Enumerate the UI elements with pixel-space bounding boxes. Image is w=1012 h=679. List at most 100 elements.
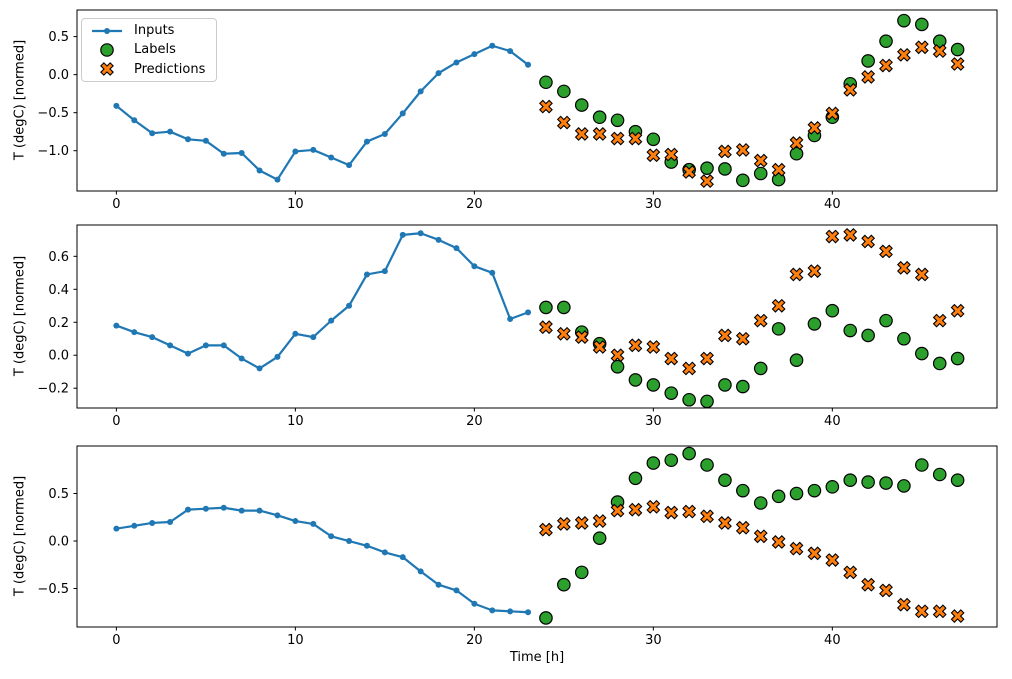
subplot-2-labels-marker xyxy=(718,378,732,392)
subplot-3-labels-marker xyxy=(897,479,911,493)
subplot-3-x-tick-label: 40 xyxy=(824,633,841,648)
subplot-1-y-tick-label: −1.0 xyxy=(37,144,69,159)
subplot-2-predictions-marker xyxy=(771,298,786,313)
subplot-3-predictions-marker xyxy=(664,505,679,520)
subplot-3-inputs-point xyxy=(149,519,156,526)
subplot-2-inputs-point xyxy=(399,231,406,238)
subplot-2-predictions-marker xyxy=(861,234,876,249)
subplot-3-labels-marker xyxy=(950,473,965,488)
subplot-3-labels-marker xyxy=(736,483,750,498)
subplot-2-labels-marker xyxy=(736,379,750,394)
subplot-2-predictions-marker xyxy=(753,313,768,328)
subplot-3-spines xyxy=(76,445,998,628)
subplot-3-predictions-marker xyxy=(771,535,786,549)
subplot-2-inputs-point xyxy=(417,230,424,237)
subplot-1-labels-marker xyxy=(753,166,768,181)
subplot-1-spines xyxy=(76,9,998,192)
subplot-2-inputs-point xyxy=(113,322,120,329)
subplot-2-labels-marker xyxy=(825,303,840,318)
subplot-2-labels-marker xyxy=(557,300,571,315)
subplot-3-labels-marker xyxy=(682,446,696,461)
subplot-3-inputs-point xyxy=(274,512,281,519)
subplot-2-predictions-marker xyxy=(539,320,553,335)
subplot-3-inputs-point xyxy=(399,554,406,561)
subplot-1-inputs-point xyxy=(256,167,263,174)
subplot-1-inputs-point xyxy=(381,130,388,137)
subplot-1-predictions-marker xyxy=(950,57,965,71)
subplot-3-inputs-point xyxy=(346,538,353,545)
subplot-1-predictions-marker xyxy=(896,47,911,62)
subplot-3-inputs-point xyxy=(471,600,478,607)
subplot-2-predictions-marker xyxy=(628,338,643,353)
subplot-1-labels-marker xyxy=(592,110,607,125)
subplot-3-x-tick-label: 20 xyxy=(466,633,483,648)
subplot-2-predictions-marker xyxy=(825,229,840,244)
subplot-3-labels-marker xyxy=(771,489,786,504)
subplot-2-inputs-point xyxy=(274,353,281,360)
subplot-2-inputs-point xyxy=(292,330,299,337)
subplot-3-labels-marker xyxy=(664,453,679,468)
subplot-3-inputs-point xyxy=(525,609,532,616)
subplot-3-inputs-point xyxy=(238,507,245,514)
subplot-1-x-tick-label: 40 xyxy=(824,197,841,212)
subplot-1-labels-marker xyxy=(736,173,750,188)
subplot-1-inputs-point xyxy=(167,128,174,135)
subplot-3-labels-marker xyxy=(539,611,553,625)
subplot-1-predictions-marker xyxy=(664,147,679,162)
subplot-2-inputs-point xyxy=(489,269,496,276)
legend: Inputs Labels Predictions xyxy=(81,18,217,82)
subplot-1-predictions-marker xyxy=(753,153,768,168)
subplot-3-labels-marker xyxy=(843,473,858,488)
subplot-2-predictions-marker xyxy=(807,264,822,279)
subplot-1-y-tick-label: −0.5 xyxy=(37,106,69,121)
subplot-1-predictions-marker xyxy=(825,106,840,121)
subplot-3-predictions-marker xyxy=(682,504,697,519)
subplot-2-labels-marker xyxy=(610,359,625,374)
subplot-1-labels-marker xyxy=(789,146,804,161)
subplot-2-labels-marker xyxy=(932,356,947,371)
subplot-2-inputs-point xyxy=(453,245,460,252)
subplot-1-labels-marker xyxy=(897,13,911,28)
subplot-1-labels-marker xyxy=(557,84,571,99)
subplot-3-labels-marker xyxy=(574,565,589,580)
subplot-2-x-tick-label: 10 xyxy=(287,414,304,429)
subplot-1-y-tick-label: 0.5 xyxy=(48,30,69,45)
subplot-3-predictions-marker xyxy=(950,609,965,624)
subplot-2-predictions-marker xyxy=(574,330,589,345)
subplot-2-labels-marker xyxy=(682,392,696,407)
subplot-2-inputs-point xyxy=(149,334,156,341)
subplot-3-inputs-point xyxy=(507,608,514,615)
predictions-x-icon xyxy=(90,61,124,77)
subplot-2-inputs-point xyxy=(131,329,138,336)
subplot-1-inputs-point xyxy=(238,149,245,156)
subplot-2-labels-marker xyxy=(879,313,893,328)
subplot-2-inputs-point xyxy=(328,317,335,324)
subplot-3-inputs-point xyxy=(202,505,209,512)
subplot-2-y-tick-label: 0.2 xyxy=(48,316,69,331)
subplot-3-predictions-marker xyxy=(646,499,661,514)
subplot-2-inputs-line xyxy=(115,232,530,370)
subplot-1-inputs-point xyxy=(417,88,424,95)
subplot-2-predictions-marker xyxy=(610,348,625,363)
subplot-2-inputs-point xyxy=(381,268,388,275)
subplot-2-y-tick-label: 0.0 xyxy=(48,349,69,364)
subplot-1-inputs-point xyxy=(184,136,191,143)
subplot-1-inputs-point xyxy=(435,70,442,77)
subplot-1-inputs-point xyxy=(202,137,209,144)
subplot-1-predictions-marker xyxy=(914,40,929,55)
subplot-2-inputs-point xyxy=(507,315,514,322)
subplot-1-labels-marker xyxy=(718,162,732,176)
subplot-1-labels-marker xyxy=(700,161,714,175)
subplot-3-predictions-marker xyxy=(628,502,643,517)
subplot-2-predictions-marker xyxy=(789,267,804,282)
subplot-1-predictions-marker xyxy=(879,58,893,73)
subplot-3-predictions-marker xyxy=(574,516,589,530)
subplot-1-predictions-marker xyxy=(628,131,643,146)
subplot-3-labels-marker xyxy=(753,496,768,510)
subplot-2-labels-marker xyxy=(950,351,965,366)
subplot-3-predictions-marker xyxy=(861,577,876,592)
subplot-2-predictions-marker xyxy=(664,351,679,366)
subplot-1-predictions-marker xyxy=(861,69,876,84)
subplot-3-y-tick-label: 0.5 xyxy=(48,487,69,502)
